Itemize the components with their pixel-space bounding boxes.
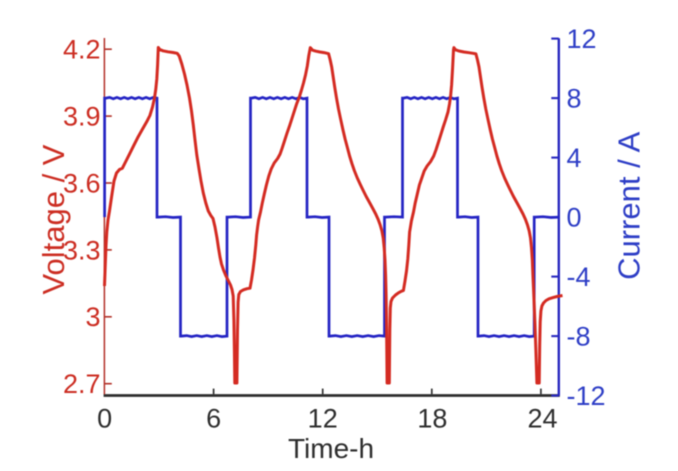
- svg-text:3: 3: [85, 302, 100, 332]
- svg-text:12: 12: [308, 404, 338, 434]
- svg-text:18: 18: [417, 404, 447, 434]
- svg-text:-8: -8: [567, 322, 591, 352]
- svg-text:-4: -4: [567, 262, 591, 292]
- svg-text:24: 24: [527, 404, 557, 434]
- svg-text:4.2: 4.2: [63, 35, 101, 65]
- svg-text:-12: -12: [567, 381, 606, 411]
- svg-text:3.3: 3.3: [63, 235, 101, 265]
- svg-text:0: 0: [567, 203, 582, 233]
- svg-text:0: 0: [97, 404, 112, 434]
- svg-text:8: 8: [567, 84, 582, 114]
- svg-text:6: 6: [206, 404, 221, 434]
- svg-text:4: 4: [567, 143, 582, 173]
- svg-text:3.9: 3.9: [63, 102, 101, 132]
- svg-text:2.7: 2.7: [63, 369, 101, 399]
- svg-text:Voltage / V: Voltage / V: [36, 144, 71, 294]
- svg-text:Current / A: Current / A: [611, 131, 646, 279]
- svg-text:12: 12: [567, 24, 597, 54]
- svg-text:3.6: 3.6: [63, 168, 101, 198]
- svg-text:Time-h: Time-h: [288, 433, 374, 464]
